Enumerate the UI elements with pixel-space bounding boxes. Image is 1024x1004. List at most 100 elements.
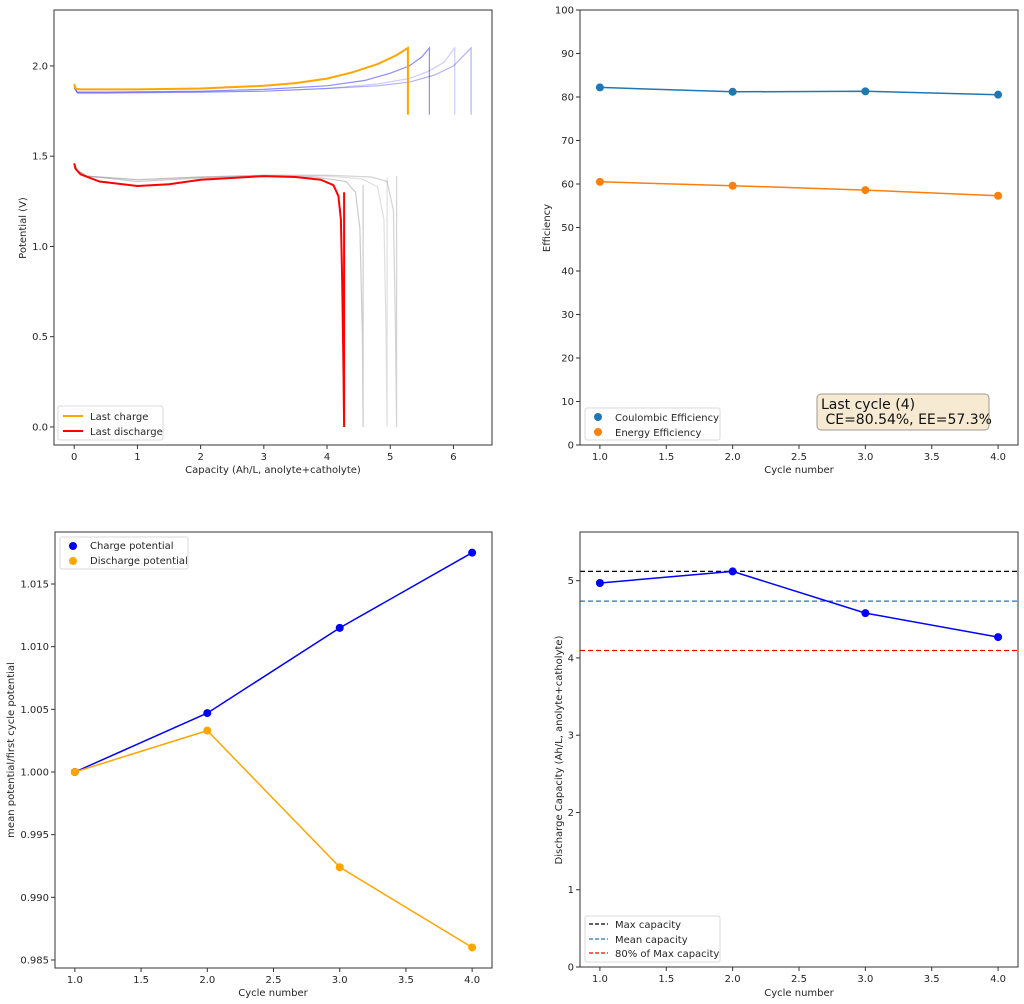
y-tick-label: 1 [568, 885, 574, 896]
discharge-potential-point [203, 726, 212, 735]
x-tick-label: 6 [450, 452, 456, 463]
coulombic-efficiency-point [994, 90, 1003, 99]
x-tick-label: 4.0 [464, 975, 480, 986]
y-axis-label: Discharge Capacity (Ah/L, anolyte+cathol… [554, 635, 565, 864]
charge-potential-point [468, 548, 477, 557]
y-tick-label: 1.0 [32, 242, 48, 253]
last-discharge-curve [73, 163, 346, 428]
annotation-line-2: CE=80.54%, EE=57.3% [821, 412, 992, 428]
x-axis-label: Cycle number [764, 465, 834, 476]
energy-efficiency-line [599, 181, 999, 197]
legend-label-charge: Charge potential [90, 541, 174, 552]
discharge-capacity-line [599, 570, 999, 638]
x-tick-label: 1.5 [133, 975, 149, 986]
x-tick-label: 1 [134, 452, 140, 463]
last-charge-curve [73, 46, 409, 115]
y-axis-label: Efficiency [542, 204, 553, 252]
coulombic-efficiency-point [728, 87, 737, 96]
y-tick-label: 5 [568, 576, 574, 587]
x-tick-label: 0 [71, 452, 77, 463]
y-tick-label: 0 [568, 441, 574, 452]
y-tick-label: 0.5 [32, 332, 48, 343]
legend-marker-coulombic [594, 413, 602, 421]
y-tick-label: 0.990 [20, 893, 49, 904]
y-tick-label: 80 [561, 93, 574, 104]
plot-area [580, 567, 1018, 652]
legend-label-max: Max capacity [615, 920, 681, 931]
energy-efficiency-point [994, 191, 1003, 200]
coulombic-efficiency-line [599, 86, 999, 96]
x-tick-label: 1.0 [592, 452, 608, 463]
charge-potential-point [203, 709, 212, 718]
y-tick-label: 4 [568, 653, 574, 664]
axes-frame [53, 9, 493, 446]
x-axis-label: Cycle number [764, 988, 834, 999]
y-tick-label: 30 [561, 310, 574, 321]
legend: Coulombic Efficiency Energy Efficiency [584, 407, 721, 441]
x-tick-label: 5 [387, 452, 393, 463]
legend-marker-charge [69, 542, 77, 550]
x-tick-label: 2.5 [266, 975, 282, 986]
y-tick-label: 10 [561, 397, 574, 408]
x-tick-label: 2.0 [725, 974, 741, 985]
x-tick-label: 3.5 [924, 974, 940, 985]
legend-label-80pct: 80% of Max capacity [615, 949, 719, 960]
y-tick-label: 70 [561, 136, 574, 147]
charge-curve-cycle-3 [73, 46, 430, 115]
legend-label-last-discharge: Last discharge [90, 427, 163, 438]
charge-potential-line [74, 552, 473, 773]
efficiency-panel: 1.0 1.5 2.0 2.5 3.0 3.5 4.0 0 10 20 30 40 50 60 70 80 90… [542, 6, 1019, 476]
legend-marker-energy [594, 428, 602, 436]
x-tick-label: 4 [324, 452, 330, 463]
y-tick-label: 20 [561, 354, 574, 365]
y-tick-label: 0.995 [20, 830, 49, 841]
axes-frame [54, 531, 493, 969]
y-tick-label: 1.000 [20, 767, 49, 778]
plot-area [73, 46, 472, 428]
discharge-potential-point [70, 767, 79, 776]
axis-ticks: 1.0 1.5 2.0 2.5 3.0 3.5 4.0 0 1 2 3 4 5 [568, 531, 1019, 985]
discharge-curve-cycle-3 [73, 163, 364, 428]
legend: Max capacity Mean capacity 80% of Max ca… [584, 915, 721, 963]
x-tick-label: 4.0 [990, 974, 1006, 985]
y-tick-label: 90 [561, 49, 574, 60]
y-tick-label: 50 [561, 223, 574, 234]
x-tick-label: 2.0 [725, 452, 741, 463]
x-axis-label: Cycle number [238, 988, 308, 999]
y-tick-label: 0.0 [32, 422, 48, 433]
mean-potential-panel: 1.0 1.5 2.0 2.5 3.0 3.5 4.0 0.985 0.990 0.995 1.00… [6, 531, 493, 999]
y-tick-label: 100 [555, 6, 574, 17]
x-tick-label: 1.5 [658, 452, 674, 463]
x-tick-label: 2.5 [791, 452, 807, 463]
y-tick-label: 2 [568, 808, 574, 819]
legend: Charge potential Discharge potential [59, 536, 189, 570]
y-tick-label: 0.985 [20, 955, 49, 966]
x-tick-label: 2.5 [791, 974, 807, 985]
discharge-capacity-point [595, 578, 604, 587]
y-tick-label: 1.5 [32, 152, 48, 163]
discharge-capacity-point [861, 609, 870, 618]
axis-ticks: 0 1 2 3 4 5 6 0.0 0.5 1.0 1.5 2.0 [32, 9, 493, 463]
x-axis-label: Capacity (Ah/L, anolyte+catholyte) [185, 465, 361, 476]
y-axis-label: mean potential/first cycle potential [6, 662, 17, 838]
axes-frame [579, 9, 1019, 446]
discharge-potential-line [74, 729, 473, 949]
y-tick-label: 0 [568, 963, 574, 974]
discharge-capacity-point [994, 633, 1003, 642]
x-tick-label: 2.0 [199, 975, 215, 986]
y-tick-label: 60 [561, 180, 574, 191]
x-tick-label: 3.5 [398, 975, 414, 986]
y-tick-label: 40 [561, 267, 574, 278]
plot-area [70, 548, 477, 952]
x-tick-label: 3.0 [332, 975, 348, 986]
y-tick-label: 3 [568, 731, 574, 742]
discharge-capacity-point [728, 567, 737, 576]
y-tick-label: 1.010 [20, 642, 49, 653]
x-tick-label: 2 [197, 452, 203, 463]
y-tick-label: 1.015 [20, 580, 49, 591]
annotation-line-1: Last cycle (4) [821, 397, 915, 413]
discharge-potential-point [468, 943, 477, 952]
charge-potential-point [335, 623, 344, 632]
legend: Last charge Last discharge [57, 405, 164, 441]
